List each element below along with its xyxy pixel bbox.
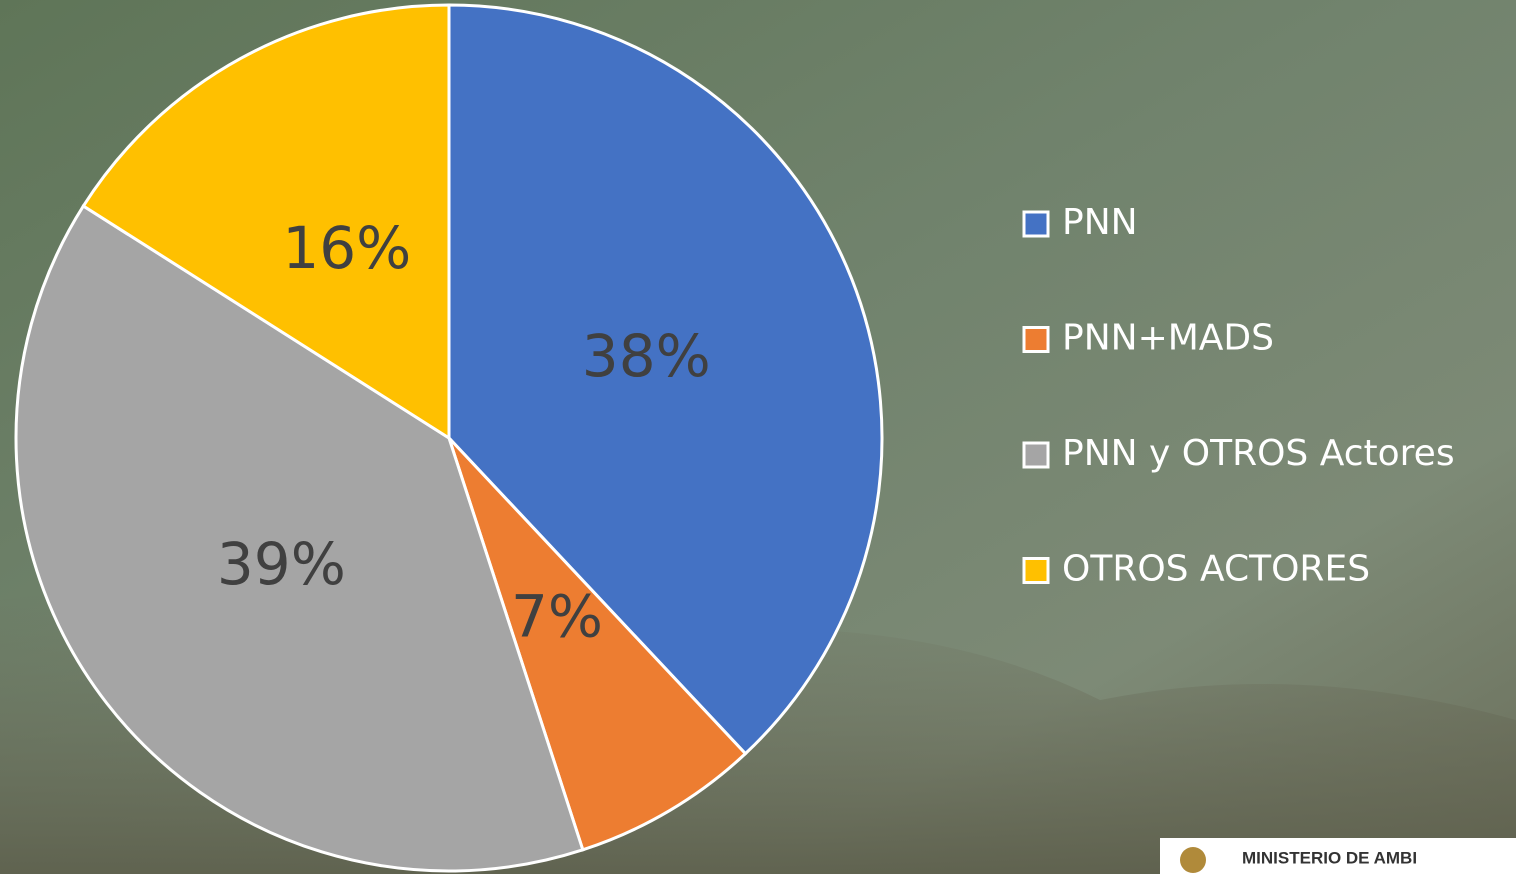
legend-swatch	[1024, 212, 1048, 236]
data-label: 38%	[582, 322, 711, 390]
data-label: 7%	[511, 583, 603, 651]
legend-swatch	[1024, 559, 1048, 583]
legend-label: PNN	[1062, 202, 1138, 243]
legend-label: PNN y OTROS Actores	[1062, 433, 1455, 474]
data-label: 16%	[282, 214, 411, 282]
legend-label: OTROS ACTORES	[1062, 549, 1370, 590]
legend-label: PNN+MADS	[1062, 318, 1274, 359]
logo-text: MINISTERIO DE AMBI	[1242, 848, 1417, 867]
pie: 38% 7% 39% 16%	[16, 5, 882, 871]
data-label: 39%	[217, 530, 346, 598]
legend-swatch	[1024, 328, 1048, 352]
legend-swatch	[1024, 443, 1048, 467]
slide: 38% 7% 39% 16% PNN PNN+MADS PNN y OTROS Actor…	[0, 0, 1516, 874]
logo-emblem	[1180, 847, 1206, 873]
